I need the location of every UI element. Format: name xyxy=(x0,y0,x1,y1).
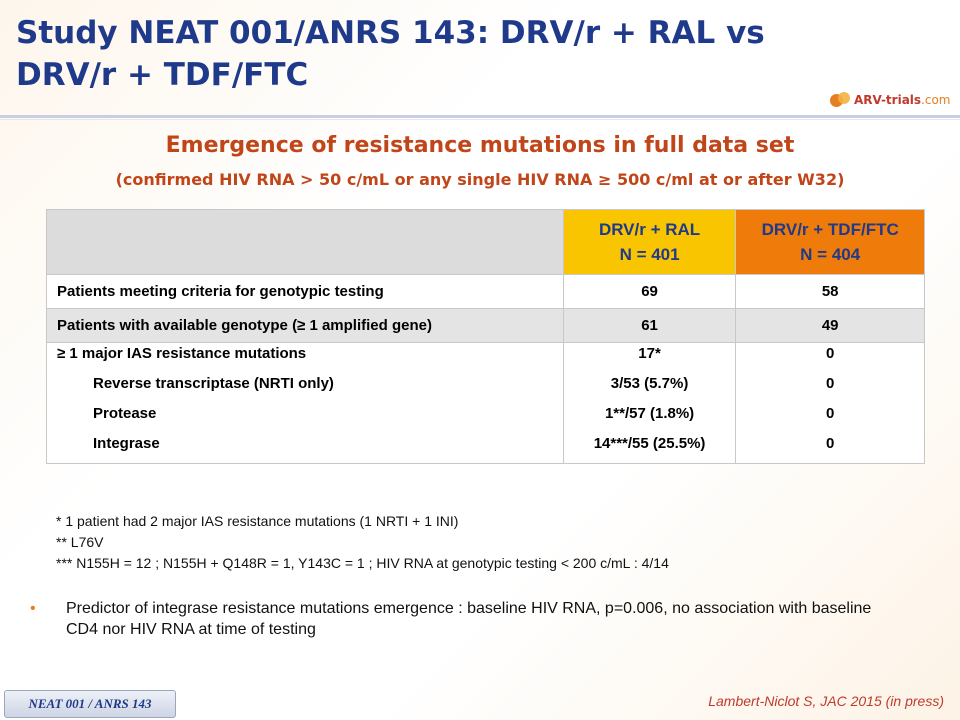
table-header-row: DRV/r + RAL N = 401 DRV/r + TDF/FTC N = 40… xyxy=(46,209,925,275)
table-row: Patients meeting criteria for genotypic … xyxy=(46,274,925,309)
footnote: ** L76V xyxy=(56,534,104,550)
bullet-marker: • xyxy=(30,600,36,617)
row-tdf-value: 49 xyxy=(735,308,925,343)
slide-subtitle-criteria: (confirmed HIV RNA > 50 c/mL or any sing… xyxy=(115,170,845,189)
mutation-ral-value: 17* xyxy=(638,345,661,362)
mutation-tdf-value: 0 xyxy=(826,345,835,362)
header-ral-cell: DRV/r + RAL N = 401 xyxy=(562,209,737,275)
row-label: Patients with available genotype (≥ 1 am… xyxy=(46,308,564,343)
slide-subtitle: Emergence of resistance mutations in ful… xyxy=(165,133,795,158)
row-ral-value: 69 xyxy=(562,274,737,309)
mutation-tdf-value: 0 xyxy=(826,435,835,452)
header-blank-cell xyxy=(46,209,564,275)
mutation-ral-value: 3/53 (5.7%) xyxy=(610,375,689,392)
slide-title: Study NEAT 001/ANRS 143: DRV/r + RAL vs … xyxy=(16,12,816,96)
footnote: *** N155H = 12 ; N155H + Q148R = 1, Y143… xyxy=(56,555,669,571)
header-tdf-cell: DRV/r + TDF/FTC N = 404 xyxy=(735,209,925,275)
arv-trials-logo: ARV-trials.com xyxy=(830,92,951,108)
row-label: Patients meeting criteria for genotypic … xyxy=(46,274,564,309)
logo-text: ARV-trials.com xyxy=(854,93,951,107)
mutation-label: Reverse transcriptase (NRTI only) xyxy=(93,375,334,392)
footnotes: * 1 patient had 2 major IAS resistance m… xyxy=(56,511,669,574)
study-badge: NEAT 001 / ANRS 143 xyxy=(4,690,176,718)
title-divider-thin xyxy=(0,119,960,120)
bullet-text: Predictor of integrase resistance mutati… xyxy=(66,600,872,638)
citation: Lambert-Niclot S, JAC 2015 (in press) xyxy=(708,693,944,709)
mutation-label: Protease xyxy=(93,405,157,422)
table-row: Patients with available genotype (≥ 1 am… xyxy=(46,308,925,343)
mutation-tdf-value: 0 xyxy=(826,405,835,422)
mutations-ral-cell: 17* 3/53 (5.7%) 1**/57 (1.8%) 14***/55 (… xyxy=(562,342,737,464)
resistance-table: DRV/r + RAL N = 401 DRV/r + TDF/FTC N = 40… xyxy=(46,209,925,464)
mutation-ral-value: 1**/57 (1.8%) xyxy=(604,405,695,422)
footnote: * 1 patient had 2 major IAS resistance m… xyxy=(56,513,459,529)
mutation-tdf-value: 0 xyxy=(826,375,835,392)
mutations-tdf-cell: 0 0 0 0 xyxy=(735,342,925,464)
mutation-label: ≥ 1 major IAS resistance mutations xyxy=(57,345,307,362)
title-line-1: Study NEAT 001/ANRS 143: DRV/r + RAL vs xyxy=(16,15,765,51)
logo-mark-icon xyxy=(830,92,852,108)
title-divider xyxy=(0,115,960,118)
row-tdf-value: 58 xyxy=(735,274,925,309)
mutation-label: Integrase xyxy=(93,435,160,452)
mutation-ral-value: 14***/55 (25.5%) xyxy=(593,435,706,452)
mutations-labels-cell: ≥ 1 major IAS resistance mutations Rever… xyxy=(46,342,564,464)
row-ral-value: 61 xyxy=(562,308,737,343)
table-row-mutations: ≥ 1 major IAS resistance mutations Rever… xyxy=(46,342,925,464)
title-line-2: DRV/r + TDF/FTC xyxy=(16,57,309,93)
